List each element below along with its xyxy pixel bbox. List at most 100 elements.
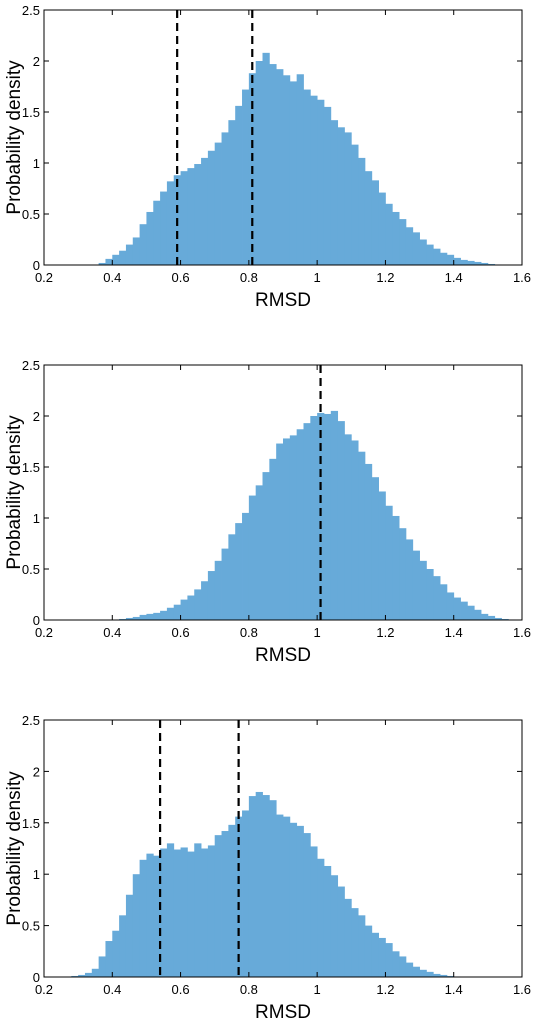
y-tick-label: 1 (33, 156, 40, 171)
histogram-bar (310, 846, 317, 977)
x-tick-label: 0.8 (240, 982, 258, 997)
histogram-bar (358, 452, 365, 620)
y-tick-label: 2.5 (22, 358, 40, 373)
histogram-bar (140, 224, 147, 265)
histogram-bar (167, 843, 174, 977)
histogram-bar (372, 933, 379, 977)
histogram-bar (126, 245, 133, 265)
histogram-bar (269, 64, 276, 265)
histogram-bar (215, 835, 222, 977)
histogram-bar (263, 53, 270, 265)
histogram-bar (235, 106, 242, 265)
histogram-bar (426, 245, 433, 265)
histogram-bar (194, 843, 201, 977)
histogram-bar (331, 120, 338, 265)
histogram-bar (133, 874, 140, 977)
histogram-bar (372, 477, 379, 620)
histogram-bar (372, 180, 379, 265)
histogram-bar (310, 96, 317, 265)
histogram-bar (269, 459, 276, 620)
histogram-bar (454, 598, 461, 620)
histogram-bar (119, 915, 126, 977)
histogram-bar (276, 815, 283, 977)
histogram-bar (242, 810, 249, 977)
histogram-bar (194, 164, 201, 265)
histogram-bar (433, 249, 440, 265)
histogram-bar (167, 181, 174, 265)
histogram-bar (297, 429, 304, 620)
y-tick-label: 0 (33, 970, 40, 985)
histogram-bar (413, 232, 420, 265)
histogram-bar (85, 973, 92, 977)
histogram-bar (297, 74, 304, 265)
x-tick-label: 1.2 (376, 982, 394, 997)
x-tick-label: 0.6 (172, 982, 190, 997)
x-tick-label: 1.6 (513, 625, 531, 640)
histogram-bar (153, 201, 160, 265)
histogram-bar (440, 253, 447, 265)
histogram-bar (303, 833, 310, 977)
histogram-bar (392, 951, 399, 977)
x-tick-label: 1.4 (445, 270, 463, 285)
histogram-bar (283, 75, 290, 265)
histogram-bar (215, 561, 222, 620)
histogram-bar (338, 127, 345, 265)
histogram-bar (290, 81, 297, 265)
histogram-bar (276, 444, 283, 620)
y-tick-label: 1 (33, 511, 40, 526)
histogram-bar (406, 539, 413, 620)
histogram-bar (249, 796, 256, 977)
x-tick-label: 1.2 (376, 270, 394, 285)
histogram-bar (310, 416, 317, 620)
histogram-bar (228, 825, 235, 977)
histogram-bar (283, 817, 290, 977)
histogram-bar (208, 151, 215, 265)
histogram-bar (269, 800, 276, 977)
x-tick-label: 1.4 (445, 982, 463, 997)
histogram-bar (454, 258, 461, 265)
histogram-bar (283, 438, 290, 620)
histogram-bar (256, 61, 263, 265)
y-tick-label: 1 (33, 867, 40, 882)
histogram-bar (222, 831, 229, 977)
histogram-bar (222, 132, 229, 265)
x-tick-label: 0.4 (103, 270, 121, 285)
histogram-bar (385, 506, 392, 620)
histogram-bar (201, 158, 208, 265)
x-axis-label: RMSD (255, 645, 311, 666)
histogram-bar (413, 551, 420, 620)
histogram-bar (263, 795, 270, 977)
histogram-bar (447, 255, 454, 265)
x-tick-label: 0.6 (172, 270, 190, 285)
histogram-bar (344, 434, 351, 620)
histogram-bar (187, 596, 194, 620)
histogram-bar (351, 908, 358, 977)
histogram-bar (365, 464, 372, 620)
histogram-bar (256, 485, 263, 620)
histogram-bar (344, 132, 351, 265)
histogram-bar (146, 212, 153, 265)
histogram-bar (461, 260, 468, 265)
histogram-bar (488, 616, 495, 620)
histogram-bar (461, 602, 468, 620)
y-tick-label: 2 (33, 764, 40, 779)
histogram-bar (351, 145, 358, 265)
histogram-bar (228, 120, 235, 265)
histogram-bar (474, 610, 481, 620)
histogram-bar (399, 219, 406, 265)
x-tick-label: 0.4 (103, 625, 121, 640)
x-tick-label: 0.8 (240, 270, 258, 285)
y-tick-label: 2.5 (22, 3, 40, 18)
histogram-bar (481, 614, 488, 620)
histogram-bar (303, 90, 310, 265)
histogram-bar (160, 192, 167, 265)
histogram-bar (331, 411, 338, 620)
histogram-bar (331, 875, 338, 977)
histogram-bar (208, 845, 215, 977)
histogram-bar (249, 496, 256, 620)
